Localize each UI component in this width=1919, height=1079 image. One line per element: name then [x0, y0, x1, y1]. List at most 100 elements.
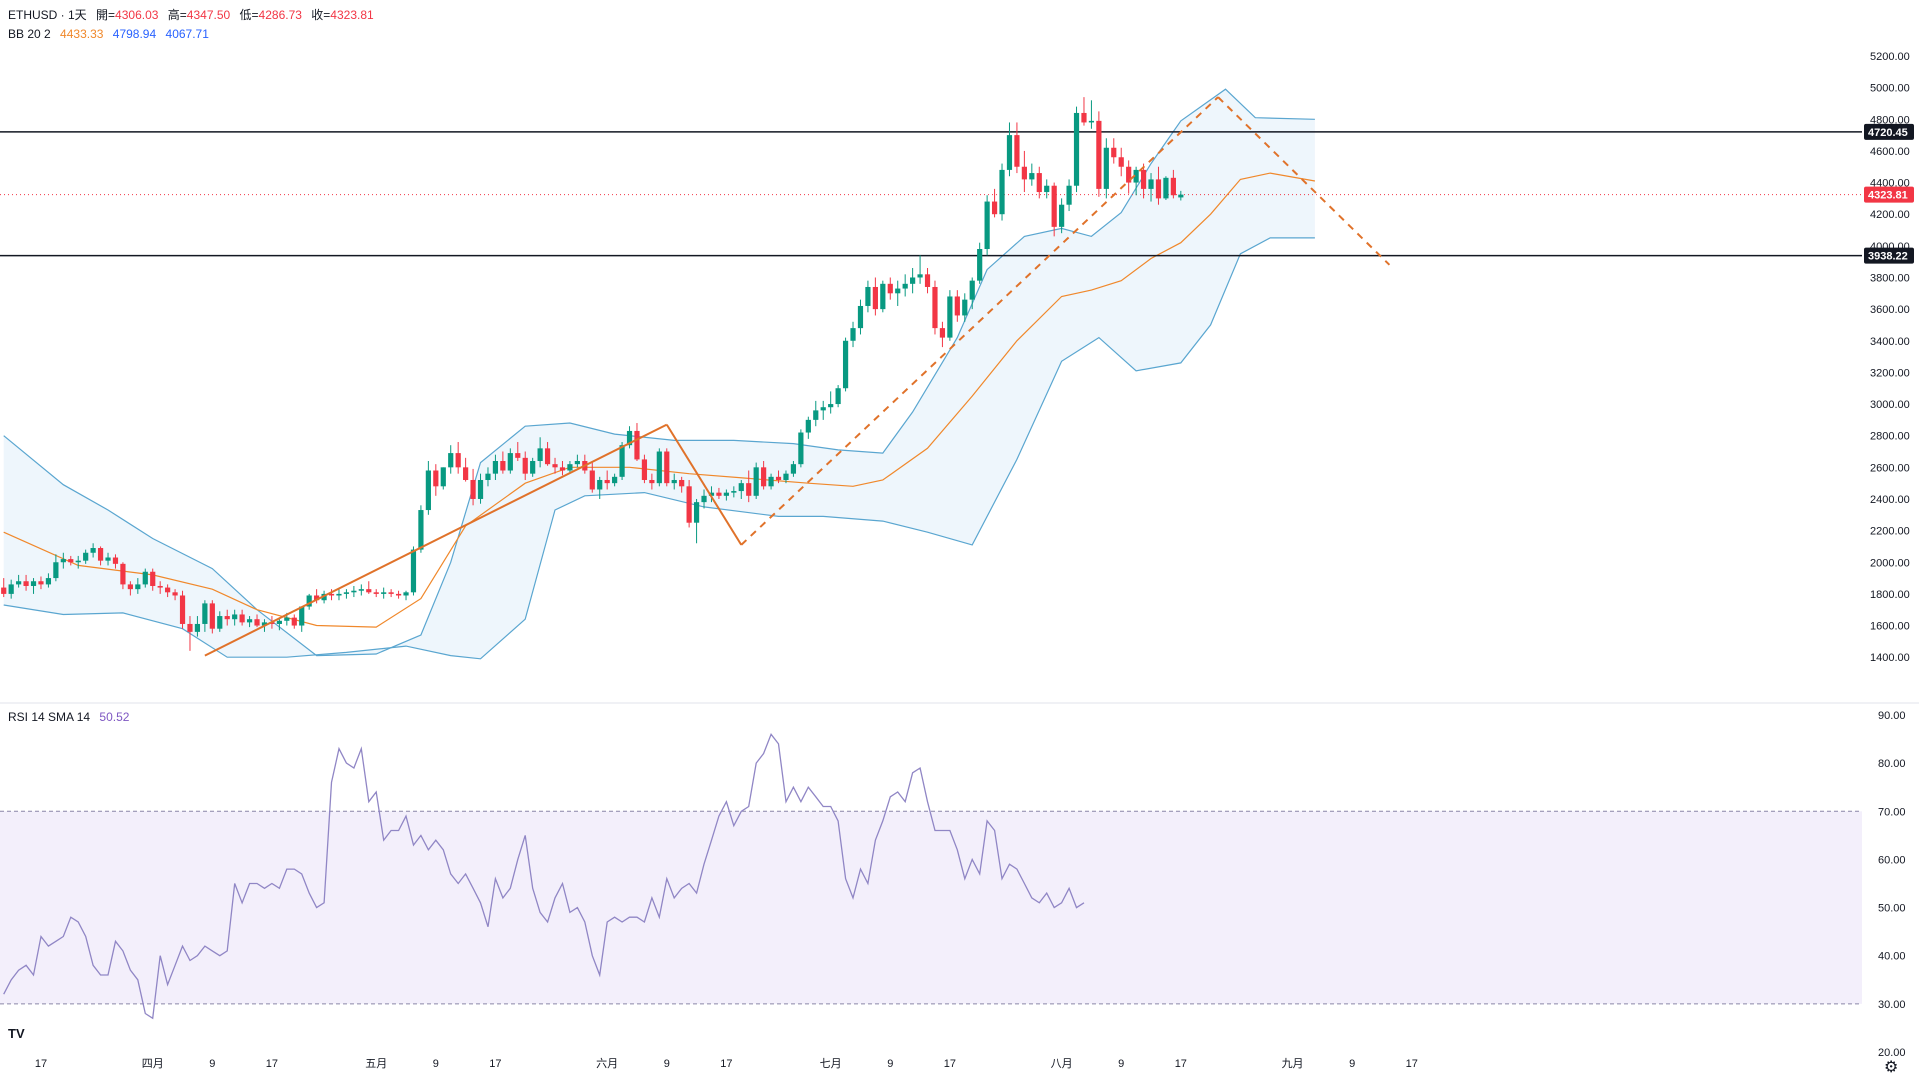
candle-body [351, 590, 357, 593]
candle-body [813, 410, 819, 420]
price-axis-tick: 4800.00 [1870, 114, 1910, 126]
candle-body [708, 492, 715, 496]
candle-body [284, 617, 290, 621]
candle-body [343, 592, 350, 594]
rsi-band-fill [0, 811, 1862, 1004]
time-axis-tick: 9 [887, 1058, 893, 1070]
trend-line[interactable] [665, 424, 743, 546]
candle-body [865, 286, 871, 306]
candle-body [910, 277, 916, 284]
candle-body [641, 459, 648, 480]
candle-body [127, 584, 133, 590]
open-value: 4306.03 [115, 8, 159, 22]
price-axis-tick: 4200.00 [1870, 209, 1910, 221]
candle-body [1178, 194, 1184, 198]
candle-body [1081, 112, 1087, 123]
candle-body [522, 457, 528, 474]
trend-line[interactable] [1217, 96, 1391, 266]
bb-indicator-label[interactable]: BB 20 2 [8, 27, 51, 41]
price-axis-tick: 4400.00 [1870, 178, 1910, 190]
rsi-axis-tick: 50.00 [1878, 903, 1906, 915]
price-axis-tick: 5000.00 [1870, 83, 1910, 95]
time-axis-tick: 四月 [142, 1058, 164, 1070]
high-readout: 高=4347.50 [168, 8, 230, 22]
price-axis-tick: 2000.00 [1870, 557, 1910, 569]
candle-body [775, 476, 782, 480]
candle-body [1148, 179, 1154, 189]
candle-body [60, 559, 66, 563]
trend-line[interactable] [740, 96, 1219, 546]
tradingview-logo[interactable]: TV [8, 1026, 25, 1041]
candle-body [455, 453, 461, 468]
candle-body [217, 616, 223, 629]
candle-body [150, 571, 156, 586]
candle-body [75, 560, 81, 563]
candle-body [246, 619, 253, 623]
candle-body [574, 461, 580, 465]
candle-body [857, 305, 864, 329]
candle-body [544, 448, 551, 465]
candle-body [470, 479, 476, 499]
candle-body [463, 467, 469, 480]
candle-body [537, 448, 543, 462]
candle-body [589, 470, 595, 490]
rsi-axis-tick: 40.00 [1878, 951, 1906, 963]
bb-lower-value: 4067.71 [165, 27, 209, 41]
time-axis-tick: 17 [944, 1058, 956, 1070]
rsi-axis-tick: 20.00 [1878, 1047, 1906, 1059]
time-axis-tick: 八月 [1051, 1058, 1073, 1070]
rsi-axis-tick: 90.00 [1878, 710, 1906, 722]
candle-body [187, 623, 193, 632]
low-readout: 低=4286.73 [240, 8, 302, 22]
candle-body [381, 592, 387, 594]
bb-band-fill [3, 89, 1315, 659]
candle-body [1163, 177, 1169, 199]
price-axis-tick: 3200.00 [1870, 367, 1910, 379]
open-readout: 開=4306.03 [96, 8, 158, 22]
candle-body [224, 616, 230, 620]
candle-body [165, 587, 171, 593]
trend-line[interactable] [204, 423, 668, 657]
symbol-title[interactable]: ETHUSD · 1天 [8, 8, 87, 22]
last-price-badge [1864, 186, 1914, 203]
rsi-axis-tick: 30.00 [1878, 999, 1906, 1011]
candle-body [790, 464, 797, 474]
price-axis-tick: 1600.00 [1870, 621, 1910, 633]
rsi-indicator-label[interactable]: RSI 14 SMA 14 [8, 710, 91, 724]
candle-body [23, 581, 29, 586]
time-axis-tick: 17 [1406, 1058, 1418, 1070]
candle-body [1111, 147, 1117, 158]
candle-body [619, 445, 625, 477]
candle-body [902, 283, 908, 289]
price-axis-tick: 2800.00 [1870, 431, 1910, 443]
candle-body [805, 419, 811, 433]
level-price-label: 4720.45 [1868, 127, 1908, 139]
candle-body [336, 593, 342, 596]
candle-body [45, 578, 52, 585]
candle-body [991, 201, 998, 215]
candle-body [1073, 112, 1080, 186]
close-readout: 收=4323.81 [311, 8, 373, 22]
candle-body [1, 587, 7, 594]
candle-body [1126, 166, 1132, 183]
candle-body [924, 274, 931, 287]
candle-body [477, 479, 484, 499]
candle-body [1051, 185, 1057, 227]
candle-body [761, 467, 767, 487]
candle-body [947, 296, 953, 338]
settings-gear-icon[interactable]: ⚙ [1884, 1059, 1899, 1076]
candle-body [30, 581, 37, 586]
candle-body [753, 467, 759, 496]
candle-body [738, 483, 744, 492]
candle-body [634, 430, 640, 460]
candle-body [8, 584, 14, 594]
candle-body [977, 249, 983, 281]
candle-body [731, 491, 737, 493]
candle-body [135, 584, 141, 590]
candle-body [83, 552, 89, 561]
candle-body [16, 581, 22, 585]
candle-body [1036, 173, 1042, 193]
rsi-line [3, 732, 1085, 1020]
high-label: 高= [167, 8, 187, 22]
